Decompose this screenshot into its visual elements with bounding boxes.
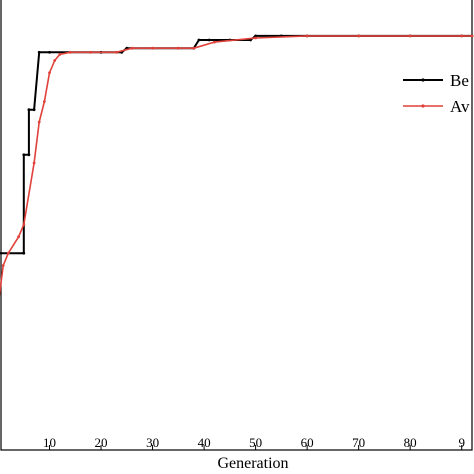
x-axis-ticks: 10 20 30 40 50 60 70 80 9 bbox=[43, 435, 465, 450]
x-tick-label: 80 bbox=[404, 435, 417, 450]
data-point-be bbox=[37, 50, 41, 54]
data-point-av bbox=[460, 34, 464, 38]
legend-marker-av bbox=[421, 104, 425, 108]
data-point-be bbox=[197, 38, 201, 42]
data-point-av bbox=[89, 50, 93, 54]
data-point-av bbox=[48, 71, 51, 75]
data-point-av bbox=[53, 59, 57, 62]
x-tick-label: 10 bbox=[43, 435, 56, 450]
data-point-be bbox=[254, 34, 257, 38]
x-tick-label: 30 bbox=[146, 435, 159, 450]
data-point-av bbox=[151, 46, 155, 50]
data-point-av bbox=[305, 34, 309, 38]
x-tick-label: 9 bbox=[458, 435, 465, 450]
data-point-av bbox=[357, 34, 361, 38]
x-tick-label: 60 bbox=[301, 435, 314, 450]
data-point-av bbox=[254, 36, 257, 40]
data-point-be bbox=[48, 50, 51, 54]
data-point-av bbox=[130, 46, 134, 50]
plot-border bbox=[0, 0, 473, 451]
series-line-be bbox=[0, 34, 472, 255]
x-tick-label: 20 bbox=[95, 435, 108, 450]
data-point-av bbox=[22, 223, 26, 226]
data-point-be bbox=[22, 153, 26, 157]
data-point-av bbox=[68, 50, 72, 54]
data-point-av bbox=[192, 46, 196, 50]
data-point-be bbox=[207, 38, 211, 42]
data-point-be bbox=[22, 251, 26, 255]
series-line-av bbox=[0, 35, 472, 298]
data-point-av bbox=[176, 46, 180, 50]
x-axis-title: Generation bbox=[217, 455, 288, 472]
data-point-be bbox=[27, 153, 31, 157]
data-point-av bbox=[470, 34, 474, 38]
data-point-av bbox=[6, 251, 10, 255]
data-point-av bbox=[58, 53, 62, 56]
data-point-av bbox=[37, 120, 41, 124]
data-point-av bbox=[115, 50, 118, 54]
legend-label-av: Av bbox=[450, 97, 470, 116]
data-point-av bbox=[32, 161, 36, 165]
data-point-av bbox=[17, 235, 20, 239]
data-point-av bbox=[1, 264, 5, 267]
data-point-av bbox=[408, 34, 412, 38]
x-tick-label: 50 bbox=[249, 435, 262, 450]
data-point-be bbox=[32, 108, 36, 112]
legend-label-be: Be bbox=[450, 71, 469, 90]
x-tick-label: 40 bbox=[198, 435, 211, 450]
x-tick-label: 70 bbox=[352, 435, 365, 450]
data-point-av bbox=[43, 100, 46, 103]
legend-marker-be bbox=[421, 78, 425, 82]
plot-frame bbox=[0, 0, 473, 451]
series-lines bbox=[0, 34, 474, 298]
data-point-be bbox=[27, 108, 31, 112]
data-point-av bbox=[213, 40, 216, 44]
legend: Be Av bbox=[403, 71, 470, 116]
